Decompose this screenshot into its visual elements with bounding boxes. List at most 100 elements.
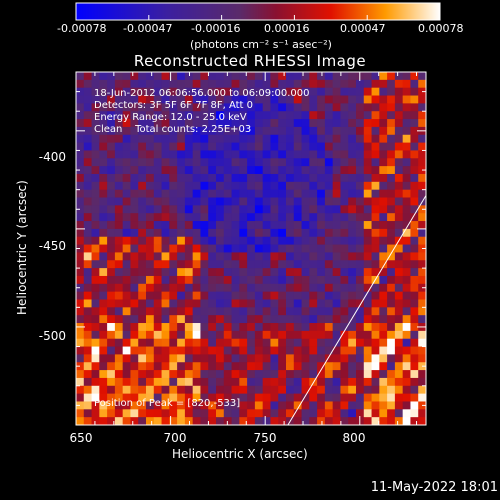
heatmap-cell: [286, 275, 295, 285]
heatmap-cell: [91, 291, 100, 300]
heatmap-cell: [387, 268, 396, 277]
heatmap-cell: [153, 173, 162, 183]
heatmap-cell: [254, 166, 264, 175]
heatmap-cell: [76, 283, 85, 293]
heatmap-cell: [379, 330, 388, 340]
heatmap-cell: [410, 158, 419, 167]
heatmap-cell: [418, 79, 426, 89]
heatmap-cell: [130, 87, 139, 96]
heatmap-cell: [216, 252, 225, 261]
heatmap-cell: [301, 315, 310, 324]
heatmap-cell: [91, 87, 100, 96]
heatmap-cell: [379, 142, 388, 151]
heatmap-cell: [387, 236, 396, 245]
heatmap-cell: [286, 87, 295, 96]
heatmap-cell: [363, 72, 372, 81]
heatmap-cell: [83, 409, 92, 418]
heatmap-cell: [169, 385, 178, 395]
heatmap-cell: [239, 87, 248, 96]
heatmap-cell: [410, 338, 419, 347]
heatmap-cell: [231, 409, 240, 418]
heatmap-cell: [114, 142, 124, 151]
heatmap-cell: [223, 362, 232, 371]
heatmap-cell: [216, 362, 225, 371]
heatmap-cell: [223, 197, 232, 206]
heatmap-cell: [356, 268, 365, 277]
heatmap-cell: [340, 72, 349, 81]
heatmap-cell: [348, 95, 357, 104]
heatmap-cell: [83, 197, 92, 206]
heatmap-cell: [254, 307, 264, 316]
heatmap-cell: [394, 307, 404, 316]
heatmap-cell: [402, 236, 411, 245]
heatmap-cell: [99, 401, 108, 410]
heatmap-cell: [146, 275, 155, 285]
heatmap-cell: [387, 401, 396, 410]
heatmap-cell: [208, 354, 217, 363]
heatmap-cell: [208, 197, 217, 206]
heatmap-cell: [138, 111, 147, 120]
heatmap-cell: [247, 401, 256, 410]
heatmap-cell: [239, 181, 248, 191]
heatmap-cell: [348, 221, 357, 230]
heatmap-cell: [254, 72, 264, 81]
heatmap-cell: [83, 260, 92, 269]
heatmap-cell: [379, 221, 388, 230]
heatmap-cell: [177, 126, 186, 136]
heatmap-cell: [208, 283, 217, 293]
heatmap-cell: [270, 126, 279, 136]
heatmap-cell: [153, 213, 162, 222]
heatmap-cell: [324, 409, 334, 418]
heatmap-cell: [138, 103, 147, 112]
heatmap-cell: [223, 307, 232, 316]
heatmap-cell: [356, 126, 365, 136]
heatmap-cell: [324, 87, 334, 96]
heatmap-cell: [379, 103, 388, 112]
heatmap-cell: [99, 385, 108, 395]
heatmap-cell: [146, 346, 155, 355]
heatmap-cell: [114, 377, 124, 387]
heatmap-cell: [278, 268, 287, 277]
heatmap-cell: [153, 205, 162, 214]
heatmap-cell: [216, 236, 225, 245]
heatmap-cell: [153, 181, 162, 191]
heatmap-cell: [348, 362, 357, 371]
heatmap-cell: [161, 103, 170, 112]
heatmap-cell: [394, 346, 404, 355]
heatmap-cell: [146, 323, 155, 332]
heatmap-cell: [146, 330, 155, 340]
heatmap-cell: [254, 126, 264, 136]
heatmap-cell: [208, 244, 217, 253]
heatmap-cell: [402, 323, 411, 332]
heatmap-cell: [216, 377, 225, 387]
heatmap-cell: [231, 181, 240, 191]
heatmap-cell: [324, 362, 334, 371]
heatmap-cell: [114, 291, 124, 300]
heatmap-cell: [262, 205, 271, 214]
heatmap-cell: [192, 103, 201, 112]
heatmap-cell: [410, 260, 419, 269]
heatmap-cell: [216, 299, 225, 308]
heatmap-cell: [394, 315, 404, 324]
heatmap-cell: [387, 385, 396, 395]
heatmap-cell: [130, 119, 139, 128]
heatmap-cell: [192, 228, 201, 238]
heatmap-cell: [91, 330, 100, 340]
heatmap-cell: [122, 134, 131, 143]
heatmap-cell: [379, 87, 388, 96]
heatmap-cell: [324, 158, 334, 167]
heatmap-cell: [363, 95, 372, 104]
heatmap-cell: [293, 189, 302, 198]
heatmap-cell: [107, 275, 116, 285]
heatmap-cell: [91, 346, 100, 355]
heatmap-cell: [247, 166, 256, 175]
heatmap-cell: [309, 126, 318, 136]
heatmap-cell: [239, 158, 248, 167]
colorbar-tick-label: 0.00016: [264, 22, 310, 35]
heatmap-cell: [301, 283, 310, 293]
heatmap-cell: [402, 197, 411, 206]
heatmap-cell: [223, 417, 232, 425]
heatmap-cell: [332, 126, 341, 136]
heatmap-cell: [387, 189, 396, 198]
heatmap-cell: [254, 354, 264, 363]
